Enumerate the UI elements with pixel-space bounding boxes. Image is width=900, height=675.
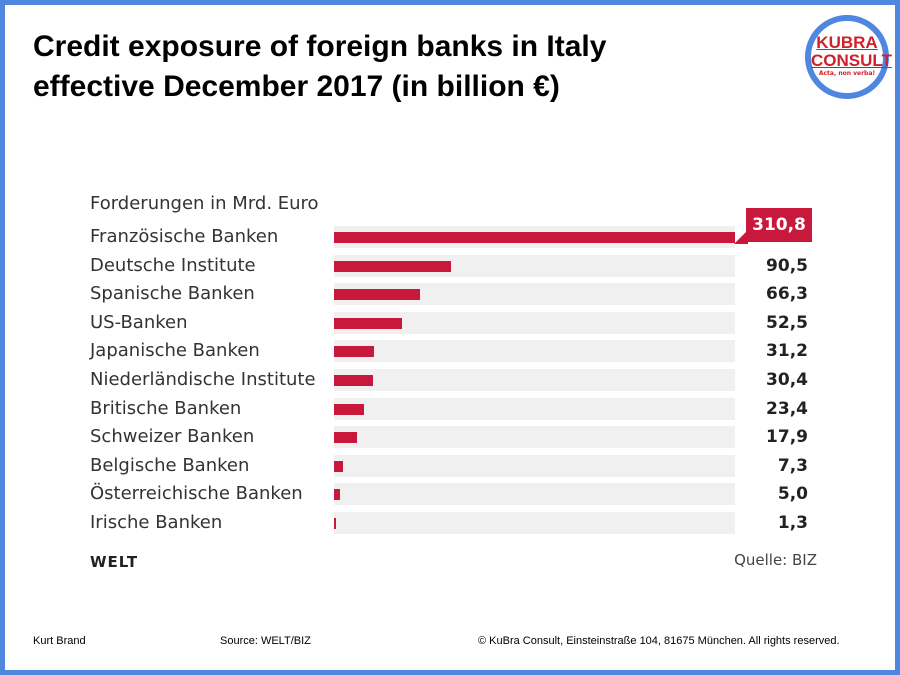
value-label: 90,5: [766, 255, 808, 276]
slide-title: Credit exposure of foreign banks in Ital…: [33, 27, 606, 107]
highlight-value-label: 310,8: [746, 208, 812, 242]
bar: [334, 260, 451, 272]
category-label: Österreichische Banken: [90, 483, 303, 505]
category-label: Japanische Banken: [90, 340, 260, 362]
category-label: Irische Banken: [90, 512, 223, 533]
bar: [334, 518, 336, 529]
category-label: Belgische Banken: [90, 454, 250, 476]
bar: [334, 403, 365, 415]
value-label: 30,4: [766, 370, 808, 390]
bar-track: [334, 397, 735, 420]
logo-line-2: CONSULT: [811, 51, 892, 70]
value-label: 52,5: [766, 312, 808, 333]
category-label: Deutsche Institute: [90, 254, 256, 276]
value-label: 17,9: [766, 427, 808, 448]
footer-author: Kurt Brand: [33, 635, 86, 647]
bar-track: [334, 483, 735, 506]
category-label: Französische Banken: [90, 226, 279, 247]
bar: [334, 489, 341, 501]
logo-line-1: KUBRA: [816, 33, 878, 52]
logo-tagline: Acta, non verba!: [818, 70, 876, 77]
bar-track: [334, 311, 735, 334]
bar: [334, 346, 375, 358]
category-label: Schweizer Banken: [90, 426, 255, 448]
bar: [334, 460, 344, 472]
title-line-1: Credit exposure of foreign banks in Ital…: [33, 30, 607, 63]
bar: [334, 289, 420, 301]
category-label: Spanische Banken: [90, 283, 255, 305]
bar: [334, 232, 735, 243]
category-label: US-Banken: [90, 311, 188, 333]
value-label: 66,3: [766, 284, 808, 305]
value-label: 23,4: [766, 398, 808, 419]
bar-track: [334, 369, 735, 391]
bar-track: [334, 283, 735, 306]
bar: [334, 375, 374, 386]
value-label: 7,3: [777, 455, 808, 476]
value-label: 5,0: [777, 484, 808, 505]
footer-source: Source: WELT/BIZ: [220, 635, 311, 647]
bar: [334, 317, 402, 329]
category-label: Britische Banken: [90, 397, 242, 419]
bar-track: [334, 340, 735, 363]
value-label: 1,3: [777, 513, 808, 533]
title-line-2: effective December 2017 (in billion €): [33, 70, 560, 103]
bar-track: [334, 426, 735, 449]
welt-brand: WELT: [90, 553, 139, 571]
bar: [334, 432, 358, 444]
highlight-pointer: [734, 230, 748, 244]
chart-source: Quelle: BIZ: [734, 551, 817, 569]
bar-track: [334, 512, 735, 534]
kubra-consult-logo: KUBRA CONSULT Acta, non verba!: [805, 15, 892, 99]
footer-copyright: © KuBra Consult, Einsteinstraße 104, 816…: [478, 635, 840, 647]
chart-subtitle: Forderungen in Mrd. Euro: [90, 193, 319, 214]
bar-track: [334, 454, 735, 477]
value-label: 31,2: [766, 341, 808, 362]
category-label: Niederländische Institute: [90, 369, 316, 390]
